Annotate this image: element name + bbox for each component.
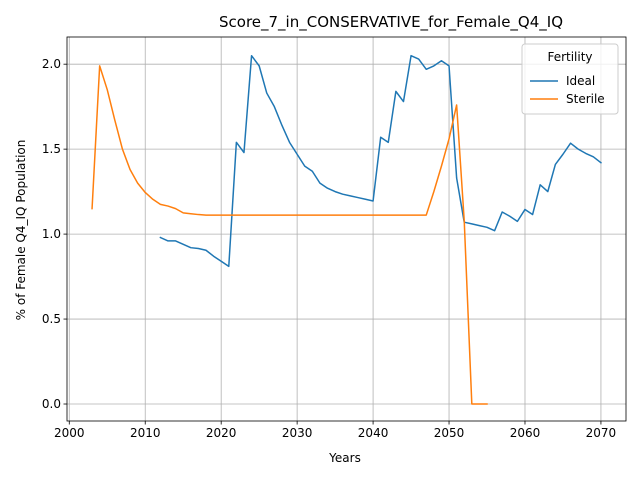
x-tick-label: 2060 — [510, 426, 541, 440]
x-tick-label: 2030 — [282, 426, 313, 440]
y-tick-label: 0.0 — [42, 397, 61, 411]
y-tick-label: 0.5 — [42, 312, 61, 326]
legend: Fertility Ideal Sterile — [521, 43, 619, 115]
x-axis-label: Years — [328, 451, 361, 465]
axis-ticks: 2000 2010 2020 2030 2040 2050 2060 2070 0.0 0.5 1.… — [42, 57, 616, 440]
x-tick-label: 2050 — [434, 426, 465, 440]
y-axis-label: % of Female Q4_IQ Population — [14, 140, 28, 321]
x-tick-label: 2070 — [586, 426, 617, 440]
x-tick-label: 2010 — [130, 426, 161, 440]
legend-title: Fertility — [547, 50, 592, 64]
series-line-sterile — [91, 65, 488, 405]
x-tick-label: 2000 — [54, 426, 85, 440]
x-tick-label: 2020 — [206, 426, 237, 440]
series-line-ideal — [159, 54, 602, 268]
plot-frame — [66, 36, 627, 422]
series-group — [91, 54, 602, 405]
legend-box — [521, 43, 619, 115]
y-tick-label: 2.0 — [42, 57, 61, 71]
legend-label-ideal: Ideal — [566, 74, 595, 88]
legend-label-sterile: Sterile — [566, 92, 605, 106]
y-tick-label: 1.0 — [42, 227, 61, 241]
x-tick-label: 2040 — [358, 426, 389, 440]
y-tick-label: 1.5 — [42, 142, 61, 156]
chart-title: Score_7_in_CONSERVATIVE_for_Female_Q4_IQ — [219, 13, 563, 32]
